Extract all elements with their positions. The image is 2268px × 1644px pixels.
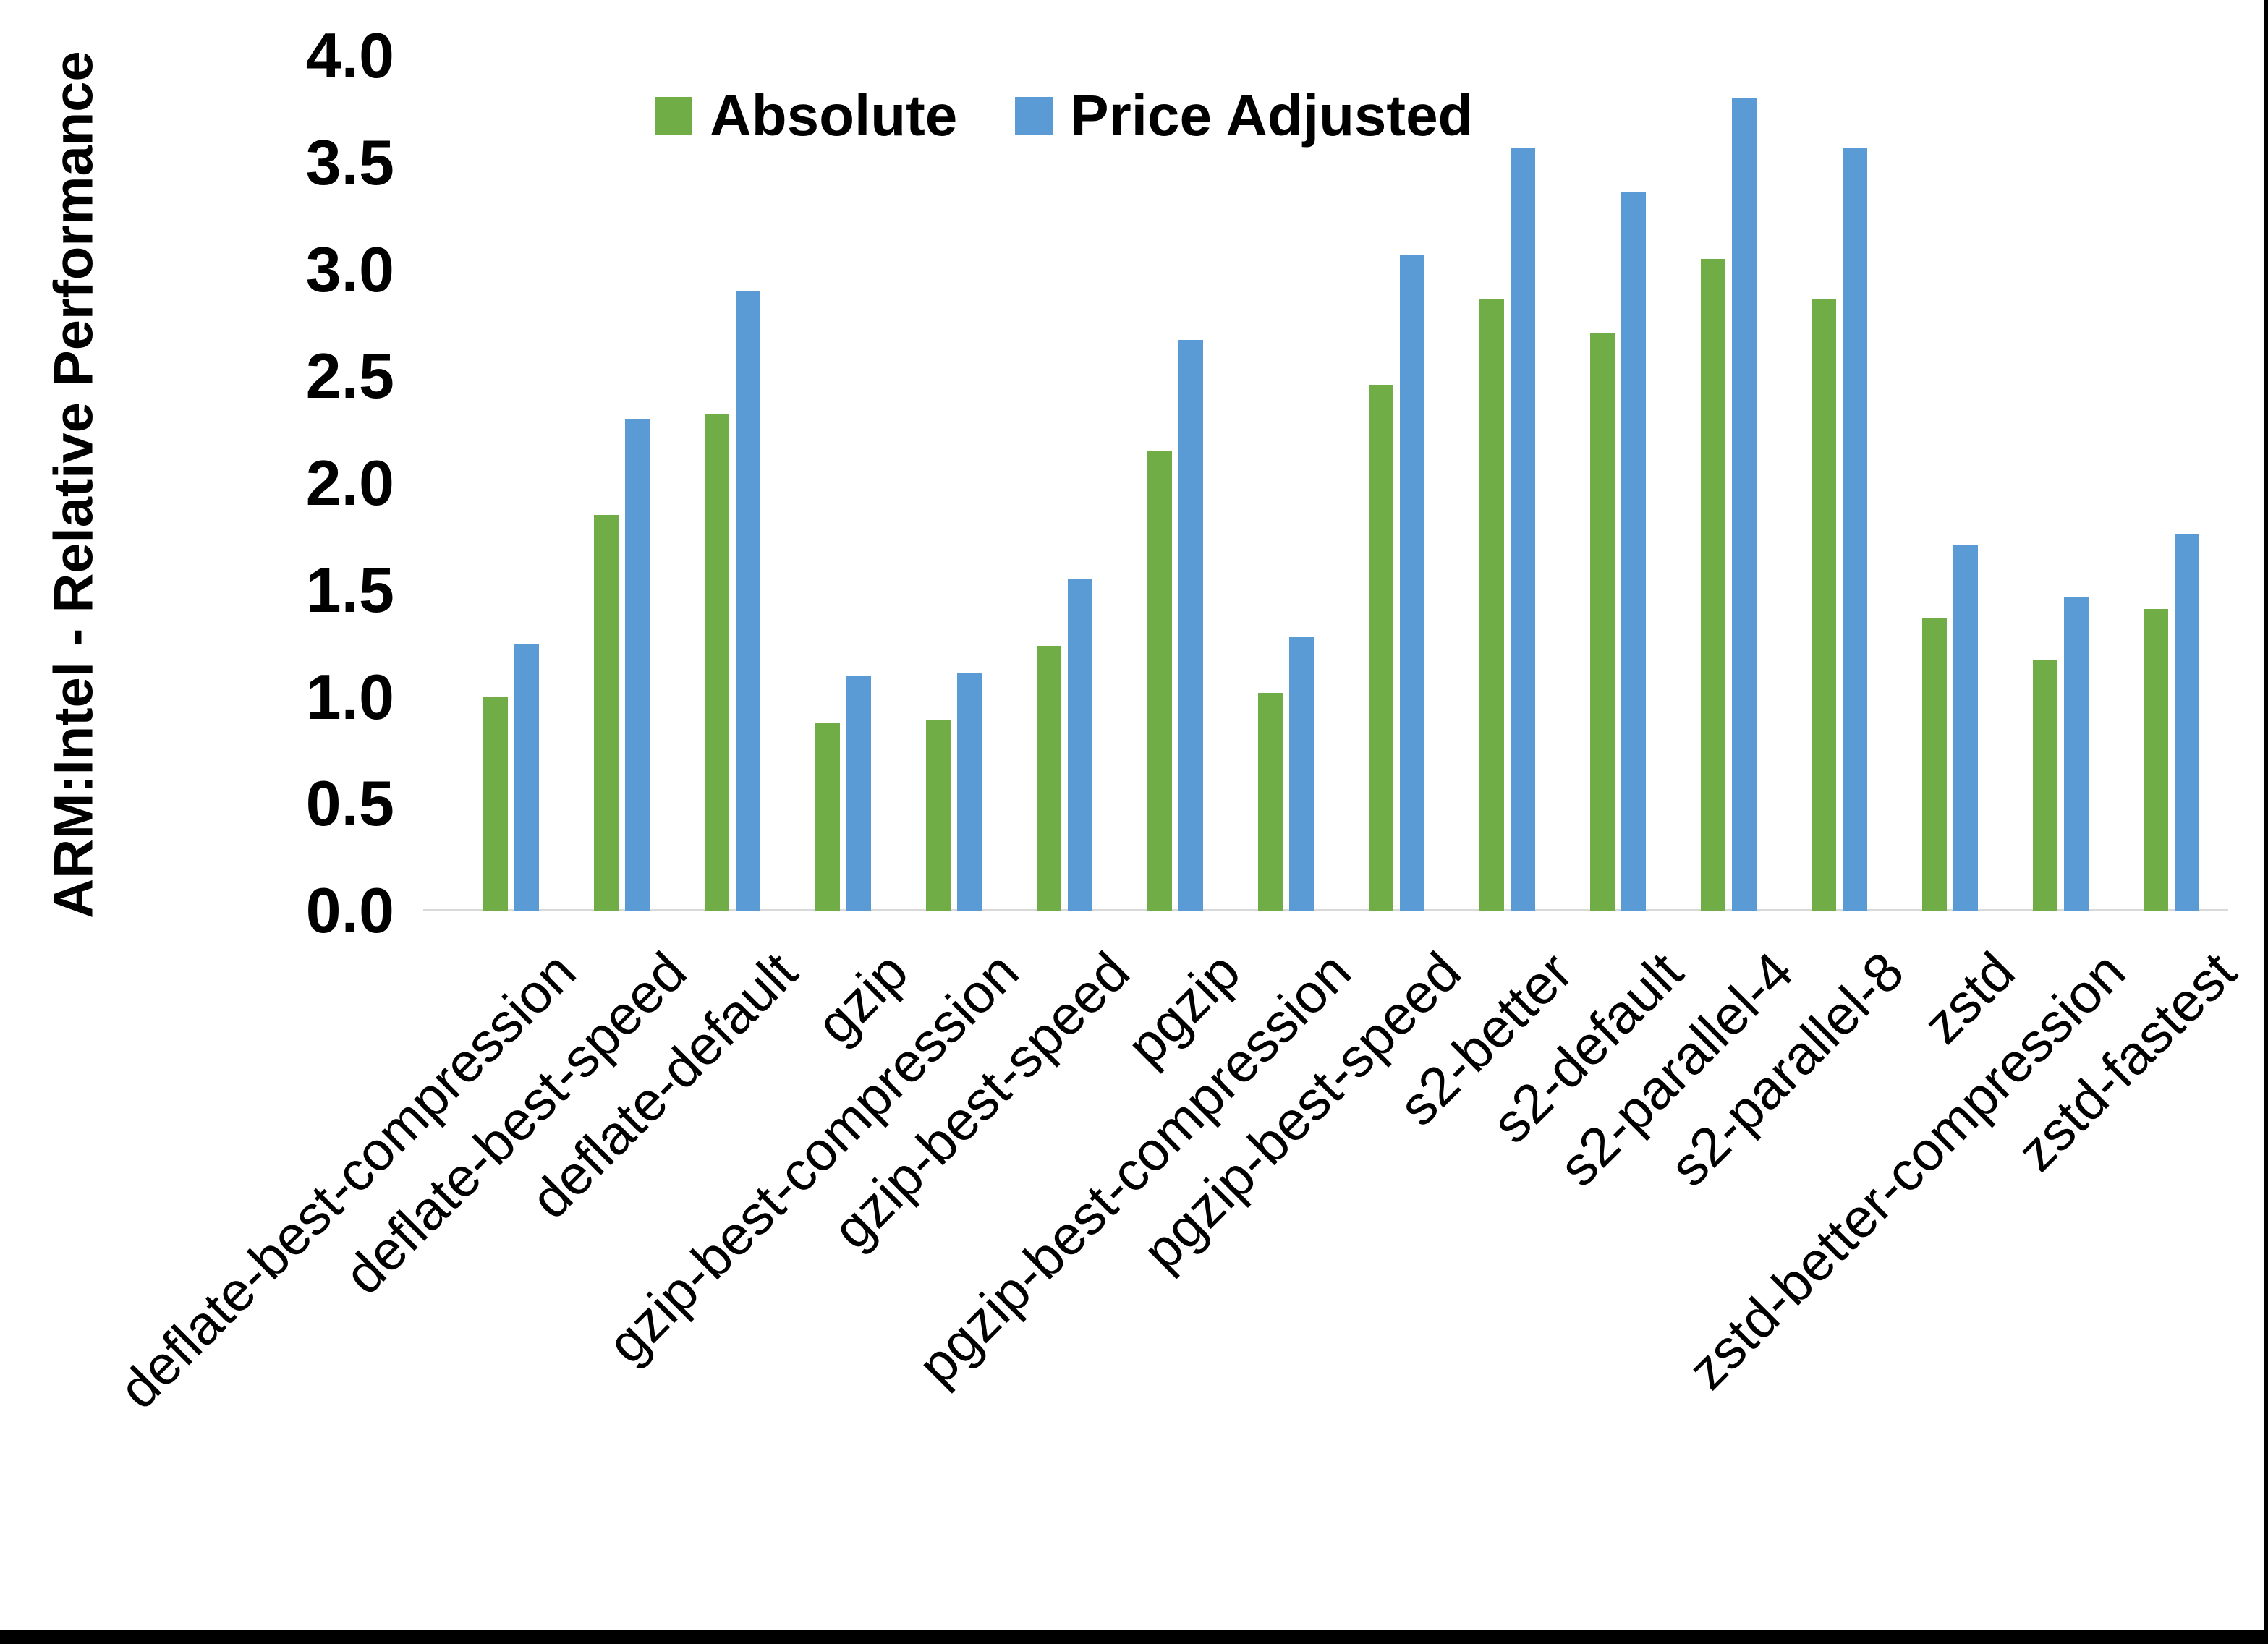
y-tick-label: 3.0 (305, 233, 394, 305)
bar-absolute (705, 414, 729, 911)
x-category-label-text: deflate-best-compression (107, 940, 588, 1421)
bar-price-adjusted (1732, 98, 1757, 911)
bar-absolute (1258, 692, 1283, 911)
legend-label: Price Adjusted (1070, 83, 1474, 148)
legend: Absolute Price Adjusted (655, 85, 1473, 146)
bar-absolute (1037, 645, 1061, 911)
y-tick-label: 4.0 (305, 20, 394, 91)
bar-price-adjusted (1178, 340, 1203, 911)
bar-absolute (2144, 609, 2168, 911)
bar-price-adjusted (1621, 192, 1646, 911)
bar-price-adjusted (2175, 534, 2199, 911)
bar-absolute (1590, 333, 1615, 911)
y-tick-label: 2.0 (305, 447, 394, 519)
y-tick-label: 2.5 (305, 340, 394, 412)
y-tick-label: 3.5 (305, 126, 394, 198)
y-tick-label: 1.5 (305, 553, 394, 626)
legend-item-price-adjusted: Price Adjusted (1015, 85, 1473, 146)
bar-price-adjusted (625, 419, 650, 911)
bar-price-adjusted (957, 673, 982, 911)
bar-price-adjusted (1400, 254, 1424, 911)
legend-label: Absolute (710, 83, 958, 148)
bar-absolute (815, 722, 840, 911)
y-tick-label: 1.0 (305, 660, 394, 733)
bar-price-adjusted (514, 643, 539, 911)
legend-swatch-price-adjusted (1015, 97, 1053, 135)
bar-price-adjusted (846, 675, 871, 911)
legend-item-absolute: Absolute (655, 85, 957, 146)
bar-absolute (1147, 451, 1172, 911)
bar-absolute (926, 720, 951, 911)
y-tick-label: 0.0 (305, 874, 394, 946)
bar-absolute (1369, 385, 1393, 911)
bar-absolute (2033, 660, 2057, 911)
bar-absolute (1922, 618, 1947, 911)
bar-price-adjusted (1953, 545, 1978, 911)
bar-absolute (594, 515, 619, 911)
x-axis-line (423, 909, 2228, 911)
y-tick-label: 0.5 (305, 767, 394, 840)
legend-swatch-absolute (655, 97, 692, 135)
window-bottom-border (0, 1630, 2268, 1644)
bar-absolute (1812, 299, 1836, 911)
bar-absolute (1701, 258, 1725, 911)
bar-price-adjusted (1068, 579, 1092, 911)
bar-absolute (483, 697, 508, 911)
window-right-border (2264, 0, 2268, 1644)
bar-price-adjusted (1843, 148, 1867, 911)
bar-price-adjusted (1511, 148, 1535, 911)
bar-price-adjusted (736, 291, 760, 911)
bar-absolute (1479, 299, 1504, 911)
bar-price-adjusted (1289, 636, 1314, 911)
bar-price-adjusted (2064, 596, 2089, 911)
